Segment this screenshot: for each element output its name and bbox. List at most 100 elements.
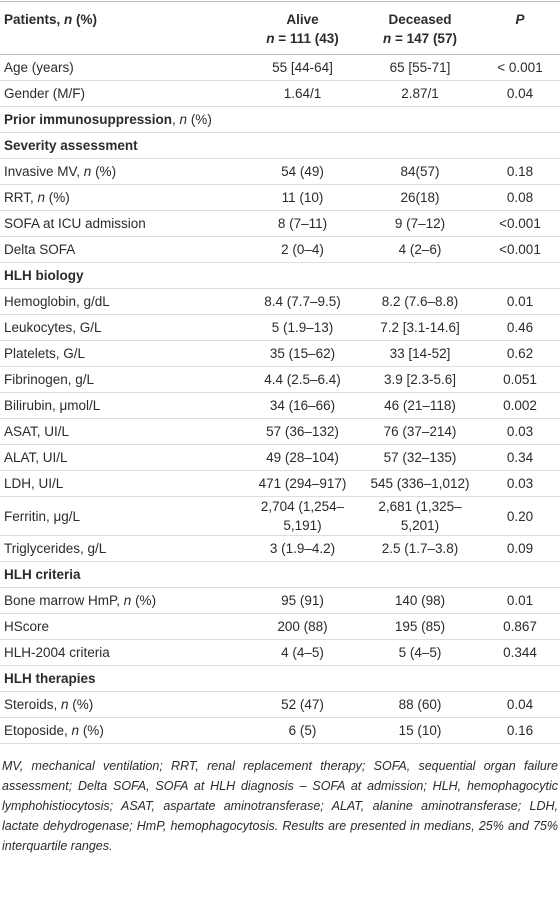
table-row: Invasive MV, n (%) 54 (49) 84(57) 0.18	[0, 158, 560, 185]
table-cell: 0.03	[480, 418, 560, 445]
table-cell: 95 (91)	[245, 587, 360, 614]
table-row: HScore 200 (88) 195 (85) 0.867	[0, 613, 560, 640]
table-cell: 6 (5)	[245, 717, 360, 744]
table-cell: 0.01	[480, 587, 560, 614]
table-cell: 2,681 (1,325–5,201)	[360, 496, 480, 536]
table-cell: 57 (32–135)	[360, 444, 480, 471]
text-run: Bone marrow HmP,	[4, 593, 124, 608]
table-cell: 0.03	[480, 470, 560, 497]
text-run: = 111 (43)	[274, 31, 339, 46]
table-cell: 0.34	[480, 444, 560, 471]
table-cell: 0.04	[480, 691, 560, 718]
section-cell: HLH therapies	[0, 665, 560, 692]
text-run: RRT,	[4, 190, 38, 205]
section-cell: HLH criteria	[0, 561, 560, 588]
cell-line: P	[484, 10, 556, 29]
table-row: Hemoglobin, g/dL 8.4 (7.7–9.5) 8.2 (7.6–8.…	[0, 288, 560, 315]
table-row: Age (years) 55 [44-64] 65 [55-71] < 0.001	[0, 54, 560, 81]
table-cell: 0.09	[480, 535, 560, 562]
table-cell: 0.20	[480, 496, 560, 536]
table-cell: 0.867	[480, 613, 560, 640]
text-run: n	[266, 31, 275, 46]
text-run: Patients,	[4, 12, 65, 27]
table-row: RRT, n (%) 11 (10) 26(18) 0.08	[0, 184, 560, 211]
table-cell: 0.051	[480, 366, 560, 393]
text-run: n	[123, 593, 132, 608]
table-cell: 3.9 [2.3-5.6]	[360, 366, 480, 393]
table-row: Delta SOFA 2 (0–4) 4 (2–6) <0.001	[0, 236, 560, 263]
table-cell: 2,704 (1,254–5,191)	[245, 496, 360, 536]
table-cell: 0.46	[480, 314, 560, 341]
cell-line: Alive	[286, 12, 319, 27]
table-cell: 4 (4–5)	[245, 639, 360, 666]
text-run: n	[383, 31, 392, 46]
table-cell: 76 (37–214)	[360, 418, 480, 445]
text-run: n	[71, 723, 80, 738]
text-run: (%)	[68, 697, 94, 712]
cell-line: n = 147 (57)	[364, 29, 476, 48]
table-cell: 8.4 (7.7–9.5)	[245, 288, 360, 315]
table-cell: 65 [55-71]	[360, 54, 480, 81]
table-cell: Age (years)	[0, 54, 245, 81]
text-run: (%)	[72, 12, 98, 27]
table-cell: 195 (85)	[360, 613, 480, 640]
table-body: Age (years) 55 [44-64] 65 [55-71] < 0.001 Ge…	[0, 54, 560, 744]
table-cell: 57 (36–132)	[245, 418, 360, 445]
table-row: HLH-2004 criteria 4 (4–5) 5 (4–5) 0.344	[0, 639, 560, 666]
table-cell: 200 (88)	[245, 613, 360, 640]
table-cell: ASAT, UI/L	[0, 418, 245, 445]
section-row: Prior immunosuppression, n (%)	[0, 106, 560, 133]
table-cell: 84(57)	[360, 158, 480, 185]
table-cell: 0.002	[480, 392, 560, 419]
table-cell: Delta SOFA	[0, 236, 245, 263]
table-cell: < 0.001	[480, 54, 560, 81]
table-cell: Bilirubin, μmol/L	[0, 392, 245, 419]
text-run: (%)	[91, 164, 117, 179]
table-row: Steroids, n (%) 52 (47) 88 (60) 0.04	[0, 691, 560, 718]
table-cell: 471 (294–917)	[245, 470, 360, 497]
table-row: ALAT, UI/L 49 (28–104) 57 (32–135) 0.34	[0, 444, 560, 471]
text-run: Steroids,	[4, 697, 62, 712]
table-cell: 5 (1.9–13)	[245, 314, 360, 341]
text-run: ,	[172, 112, 180, 127]
table-cell: Ferritin, μg/L	[0, 496, 245, 536]
table-cell: <0.001	[480, 210, 560, 237]
table-cell: Hemoglobin, g/dL	[0, 288, 245, 315]
section-row: HLH biology	[0, 262, 560, 289]
text-run: n	[83, 164, 92, 179]
table-cell: 9 (7–12)	[360, 210, 480, 237]
text-run: n	[179, 112, 188, 127]
table-cell: 26(18)	[360, 184, 480, 211]
table-cell: 2.87/1	[360, 80, 480, 107]
table-cell: 15 (10)	[360, 717, 480, 744]
section-row: HLH therapies	[0, 665, 560, 692]
text-run: (%)	[45, 190, 70, 205]
table-cell: Invasive MV, n (%)	[0, 158, 245, 185]
table-cell: Triglycerides, g/L	[0, 535, 245, 562]
table-cell: 2.5 (1.7–3.8)	[360, 535, 480, 562]
section-row: Severity assessment	[0, 132, 560, 159]
table-row: Etoposide, n (%) 6 (5) 15 (10) 0.16	[0, 717, 560, 744]
text-run: n	[64, 12, 73, 27]
text-run: (%)	[79, 723, 104, 738]
table-cell: Bone marrow HmP, n (%)	[0, 587, 245, 614]
section-row: HLH criteria	[0, 561, 560, 588]
section-cell: Severity assessment	[0, 132, 560, 159]
text-run: P	[515, 12, 525, 27]
table-cell: 0.18	[480, 158, 560, 185]
table-cell: ALAT, UI/L	[0, 444, 245, 471]
table-cell: 49 (28–104)	[245, 444, 360, 471]
text-run: n	[37, 190, 46, 205]
table-row: Bone marrow HmP, n (%) 95 (91) 140 (98) 0.0…	[0, 587, 560, 614]
table-cell: Fibrinogen, g/L	[0, 366, 245, 393]
table-cell: Etoposide, n (%)	[0, 717, 245, 744]
footnote: MV, mechanical ventilation; RRT, renal r…	[2, 759, 558, 853]
table-cell: 8.2 (7.6–8.8)	[360, 288, 480, 315]
table-row: Triglycerides, g/L 3 (1.9–4.2) 2.5 (1.7–3.…	[0, 535, 560, 562]
table-cell: HScore	[0, 613, 245, 640]
table-cell: 88 (60)	[360, 691, 480, 718]
text-run: (%)	[187, 112, 212, 127]
section-cell: HLH biology	[0, 262, 560, 289]
table-cell: 34 (16–66)	[245, 392, 360, 419]
